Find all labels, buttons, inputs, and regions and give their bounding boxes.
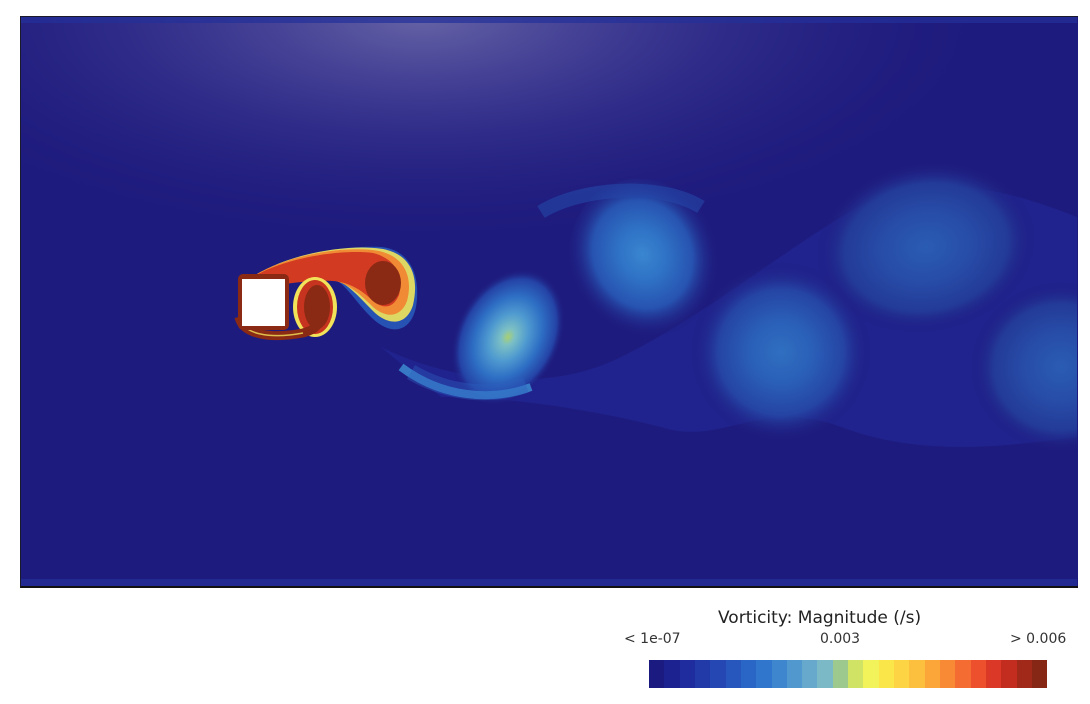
colorbar-swatch: [894, 660, 910, 688]
colorbar-swatch: [1016, 660, 1032, 688]
colorbar: [649, 660, 1048, 688]
colorbar-legend: Vorticity: Magnitude (/s) < 1e-07 0.003 …: [600, 600, 1080, 700]
colorbar-swatch: [970, 660, 986, 688]
colorbar-swatch: [740, 660, 757, 688]
colorbar-swatch: [664, 660, 680, 688]
colorbar-swatch: [771, 660, 787, 688]
colorbar-swatch: [694, 660, 711, 688]
vorticity-contour-plot: [21, 17, 1077, 586]
colorbar-swatch: [817, 660, 833, 688]
colorbar-swatch: [909, 660, 925, 688]
colorbar-swatch: [863, 660, 879, 688]
simulation-viewport[interactable]: [20, 16, 1078, 588]
colorbar-swatch: [848, 660, 864, 688]
colorbar-swatch: [1031, 660, 1048, 688]
colorbar-swatch: [649, 660, 665, 688]
colorbar-swatch: [924, 660, 940, 688]
colorbar-swatch: [955, 660, 971, 688]
colorbar-swatch: [786, 660, 803, 688]
colorbar-swatch: [985, 660, 1002, 688]
legend-title: Vorticity: Magnitude (/s): [718, 608, 922, 628]
legend-tick-mid: 0.003: [820, 631, 861, 647]
colorbar-swatch: [939, 660, 956, 688]
colorbar-swatch: [878, 660, 894, 688]
legend-tick-max: > 0.006: [1010, 631, 1067, 647]
colorbar-swatch: [725, 660, 741, 688]
colorbar-swatch: [679, 660, 695, 688]
colorbar-swatch: [710, 660, 726, 688]
colorbar-swatch: [1001, 660, 1017, 688]
colorbar-swatch: [832, 660, 849, 688]
colorbar-swatch: [802, 660, 818, 688]
colorbar-swatch: [756, 660, 772, 688]
legend-tick-min: < 1e-07: [624, 631, 681, 647]
